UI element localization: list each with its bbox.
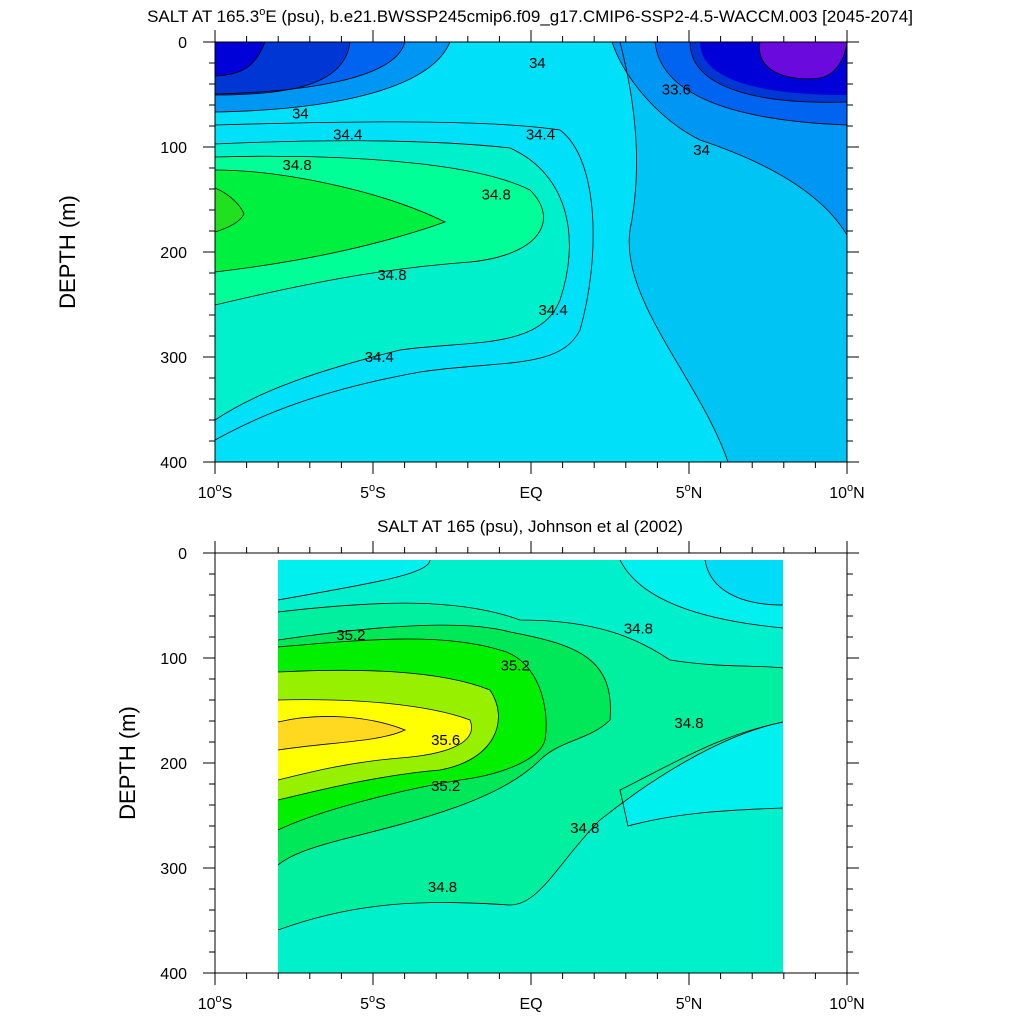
panel-observed-contour-labels: 35.2 35.2 34.8 35.6 34.8 35.2 34.8 34.8 (336, 621, 703, 896)
panel-observed-x-tick-label: 5oN (676, 993, 703, 1013)
region-east-deep-34.4-34.6 (620, 722, 783, 826)
panel-model-title: SALT AT 165.3oE (psu), b.e21.BWSSP245cmi… (147, 6, 913, 26)
region-34.2-34.4 (705, 560, 783, 605)
contour-label: 35.2 (336, 627, 365, 644)
panel-observed-x-tick-label: EQ (519, 996, 542, 1013)
contour-label: 34.8 (428, 879, 457, 896)
contour-label: 34 (693, 142, 710, 159)
panel-observed-title: SALT AT 165 (psu), Johnson et al (2002) (377, 517, 683, 536)
contour-label: 34 (292, 105, 309, 122)
panel-observed-contour-lines (278, 560, 783, 931)
contour-label: 34 (529, 55, 546, 72)
panel-model-x-tick-label: 5oS (360, 482, 386, 502)
panel-observed-y-tick-label: 100 (160, 651, 187, 668)
panel-observed-y-tick-label: 400 (160, 966, 187, 983)
contour-label: 34.4 (539, 302, 568, 319)
contour-label: 34.8 (624, 621, 653, 638)
contour-label: 34.8 (482, 186, 511, 203)
region-west-34.4-34.6 (278, 560, 430, 600)
panel-model-y-tick-label: 0 (178, 35, 187, 52)
panel-observed-y-axis: 0 100 200 300 400 (160, 546, 859, 983)
region-35.0-35.2 (215, 170, 445, 272)
panel-observed-contour-fill (278, 560, 783, 973)
panel-model-x-axis: 10oS 5oS EQ 5oN 10oN (198, 30, 865, 502)
panel-observed-x-tick-label: 10oN (829, 993, 864, 1013)
contour-label: 34.8 (674, 715, 703, 732)
panel-model-x-tick-label: 10oS (198, 482, 233, 502)
panel-model-x-tick-label: 10oN (829, 482, 864, 502)
panel-model-x-tick-label: EQ (519, 485, 542, 502)
panel-observed-x-tick-label: 5oS (360, 993, 386, 1013)
panel-observed-x-axis: 10oS 5oS EQ 5oN 10oN (198, 541, 865, 1013)
panel-model-y-tick-label: 200 (160, 245, 187, 262)
panel-observed: SALT AT 165 (psu), Johnson et al (2002) (115, 517, 865, 1013)
contour-label: 34.8 (570, 820, 599, 837)
panel-observed-y-tick-label: 0 (178, 546, 187, 563)
contour-label: 34.4 (365, 349, 394, 366)
contour-label: 34.4 (333, 126, 362, 143)
panel-model: SALT AT 165.3oE (psu), b.e21.BWSSP245cmi… (55, 6, 913, 502)
panel-model-y-tick-label: 300 (160, 350, 187, 367)
panel-observed-y-tick-label: 300 (160, 861, 187, 878)
panel-observed-ylabel: DEPTH (m) (115, 706, 140, 820)
panel-model-y-tick-label: 100 (160, 140, 187, 157)
panel-observed-y-tick-label: 200 (160, 756, 187, 773)
region-west-minimum (215, 42, 265, 76)
panel-model-contour-labels: 34 33.6 34 34.4 34.4 34 34.8 34.8 34.8 34.4 34.4 (283, 55, 710, 366)
region-eastern-minimum (759, 42, 847, 79)
panel-model-contour-lines (215, 42, 847, 462)
panel-model-y-tick-label: 400 (160, 455, 187, 472)
contour-label: 35.2 (501, 657, 530, 674)
panel-model-x-tick-label: 5oN (676, 482, 703, 502)
panel-model-ylabel: DEPTH (m) (55, 195, 80, 309)
contour-label: 35.2 (431, 778, 460, 795)
contour-label: 34.4 (526, 126, 555, 143)
contour-label: 35.6 (431, 732, 460, 749)
contour-label: 34.8 (377, 267, 406, 284)
region-core (215, 188, 244, 232)
contour-label: 34.8 (283, 157, 312, 174)
region-core (278, 716, 405, 750)
contour-label: 33.6 (662, 81, 691, 98)
panel-model-y-axis: 0 100 200 300 400 (160, 35, 859, 472)
panel-observed-x-tick-label: 10oS (198, 993, 233, 1013)
